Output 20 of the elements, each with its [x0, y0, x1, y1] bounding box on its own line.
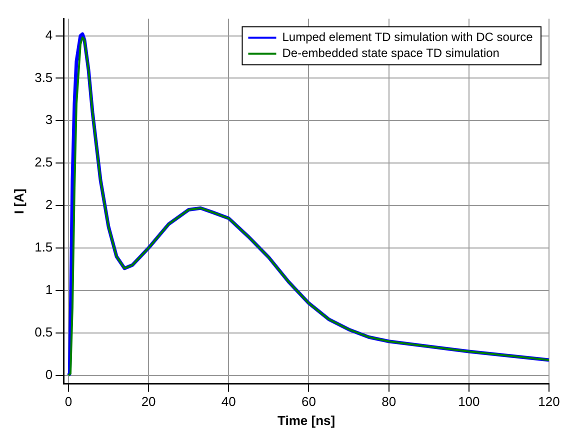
y-tick-label: 1 [45, 282, 53, 298]
x-tick-label: 40 [221, 394, 236, 410]
y-tick-label: 1.5 [34, 240, 53, 255]
x-tick-label: 60 [302, 394, 316, 410]
x-tick-label: 0 [64, 394, 72, 410]
x-tick-label: 20 [141, 394, 156, 410]
y-tick-label: 0.5 [34, 324, 53, 340]
y-tick-label: 2.5 [34, 154, 53, 170]
x-axis-title: Time [ns] [278, 412, 336, 428]
y-tick-label: 3.5 [34, 70, 53, 85]
y-tick-label: 4 [45, 27, 53, 42]
y-tick-label: 3 [45, 112, 53, 128]
y-tick-label: 0 [45, 366, 53, 382]
x-tick-label: 120 [538, 394, 560, 410]
x-tick-label: 100 [458, 394, 480, 410]
y-axis-title: I [A] [11, 188, 26, 214]
legend-label: Lumped element TD simulation with DC source [282, 30, 534, 44]
x-tick-label: 80 [382, 394, 396, 410]
y-tick-label: 2 [45, 197, 53, 212]
legend-label: De-embedded state space TD simulation [282, 46, 500, 60]
